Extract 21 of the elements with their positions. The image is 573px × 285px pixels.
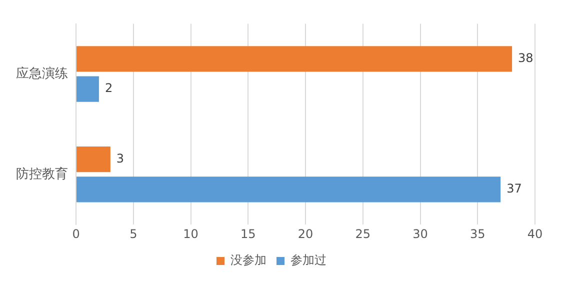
x-tick-label: 25 xyxy=(355,226,371,241)
legend-label: 参加过 xyxy=(290,253,326,268)
x-tick-label: 40 xyxy=(527,226,543,241)
x-tick-label: 20 xyxy=(298,226,314,241)
bar xyxy=(76,46,512,72)
x-tick-label: 15 xyxy=(240,226,256,241)
y-tick-label: 应急演练 xyxy=(16,65,68,82)
x-tick-label: 0 xyxy=(72,226,80,241)
legend-label: 没参加 xyxy=(230,253,266,268)
x-tick-label: 5 xyxy=(130,226,138,241)
bar xyxy=(76,146,110,172)
bar xyxy=(76,76,99,102)
data-label: 3 xyxy=(116,151,124,166)
bar xyxy=(76,176,501,202)
y-tick-label: 防控教育 xyxy=(16,166,68,182)
x-tick-label: 35 xyxy=(470,226,486,241)
x-tick-label: 10 xyxy=(183,226,198,241)
data-label: 38 xyxy=(518,51,534,66)
data-label: 37 xyxy=(506,182,522,196)
x-tick-label: 30 xyxy=(412,226,428,241)
data-label: 2 xyxy=(104,81,113,96)
